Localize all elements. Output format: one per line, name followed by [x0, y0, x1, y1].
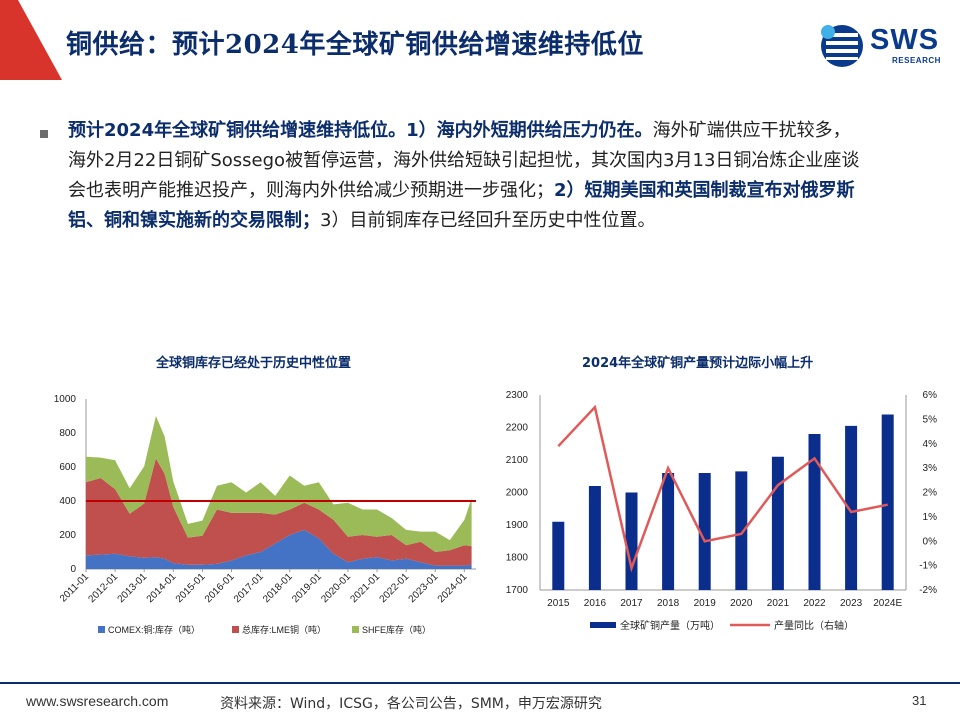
- area-series-1: [86, 529, 472, 569]
- bar-2024E: [881, 414, 894, 590]
- x-tick-label: 2017: [620, 598, 643, 609]
- x-tick-label: 2019: [694, 598, 717, 609]
- legend-label: 总库存:LME铜（吨）: [242, 624, 326, 635]
- legend-label-bar: 全球矿铜产量（万吨）: [620, 619, 720, 632]
- bar-2022: [808, 434, 821, 590]
- left-tick-label: 2300: [506, 390, 529, 401]
- legend-swatch: [352, 626, 359, 633]
- header: 铜供给：预计2024年全球矿铜供给增速维持低位 SWS RESEARCH: [0, 0, 960, 80]
- right-tick-label: 3%: [923, 463, 938, 474]
- left-tick-label: 2200: [506, 423, 529, 434]
- bullet-marker: [40, 130, 48, 138]
- x-tick-label: 2022: [803, 598, 826, 609]
- x-tick-label: 2011-01: [58, 571, 92, 605]
- mine-output-chart: 1700 1800 1900 2000 2100 2200 2300 -2% -1% 0% 1% 2%…: [506, 390, 938, 632]
- para-bold-2: 2）短期美国和英国制裁宣布对俄罗斯铝、铜和镍实施新的交易限制；: [68, 180, 855, 231]
- bar-2020: [735, 471, 748, 590]
- right-tick-label: 0%: [923, 536, 938, 547]
- legend-label-line: 产量同比（右轴）: [774, 619, 854, 632]
- chart2-title: 2024年全球矿铜产量预计边际小幅上升: [582, 356, 814, 371]
- x-tick-label: 2015-01: [174, 571, 208, 605]
- left-tick-label: 2100: [506, 455, 529, 466]
- left-tick-label: 1700: [506, 585, 529, 596]
- y-tick-label: 0: [70, 564, 76, 575]
- y-tick-label: 400: [59, 496, 76, 507]
- legend-label: COMEX:铜:库存（吨）: [108, 624, 200, 635]
- bar-2017: [625, 492, 638, 590]
- sws-logo: SWS RESEARCH: [818, 22, 948, 70]
- x-tick-label: 2023: [840, 598, 863, 609]
- page-title: 铜供给：预计2024年全球矿铜供给增速维持低位: [66, 30, 644, 60]
- x-tick-label: 2013-01: [116, 571, 150, 605]
- para-text-1: 海外矿端供应干扰较多，海外2月22日铜矿Sossego被暂停运营，海外供给短缺引…: [68, 120, 860, 201]
- bar-2021: [771, 456, 784, 590]
- x-tick-label: 2016: [584, 598, 607, 609]
- inventory-chart: 020040060080010002011-012012-012013-0120…: [54, 394, 476, 635]
- logo-subtext: RESEARCH: [892, 56, 941, 65]
- legend-swatch: [232, 626, 239, 633]
- x-tick-label: 2018-01: [261, 571, 295, 605]
- bar-2023: [845, 425, 858, 590]
- bar-2019: [698, 473, 711, 590]
- chart1-title: 全球铜库存已经处于历史中性位置: [156, 356, 352, 371]
- area-series-2: [86, 458, 472, 566]
- red-accent-bar: [0, 0, 62, 80]
- x-tick-label: 2022-01: [378, 571, 412, 605]
- body-paragraph: 预计2024年全球矿铜供给增速维持低位。1）海内外短期供给压力仍在。海外矿端供应…: [68, 116, 868, 236]
- x-tick-label: 2021-01: [348, 571, 382, 605]
- line-yoy-growth: [557, 404, 888, 573]
- legend-label: SHFE库存（吨）: [362, 624, 431, 635]
- para-bold-1: 预计2024年全球矿铜供给增速维持低位。1）海内外短期供给压力仍在。: [68, 120, 653, 141]
- x-tick-label: 2024-01: [436, 571, 470, 605]
- right-tick-label: -1%: [919, 561, 937, 572]
- x-tick-label: 2024E: [873, 598, 902, 609]
- page-number: 31: [912, 693, 927, 708]
- x-tick-label: 2017-01: [232, 571, 266, 605]
- x-tick-label: 2012-01: [86, 571, 120, 605]
- right-tick-label: 6%: [923, 390, 938, 401]
- right-tick-label: 5%: [923, 414, 938, 425]
- bar-2016: [588, 486, 601, 590]
- x-tick-label: 2023-01: [407, 571, 441, 605]
- legend-swatch-bar: [590, 622, 616, 628]
- sws-logo-icon: [821, 25, 863, 67]
- x-tick-label: 2021: [767, 598, 790, 609]
- y-tick-label: 200: [59, 530, 76, 541]
- para-text-2: 3）目前铜库存已经回升至历史中性位置。: [320, 210, 656, 231]
- x-tick-label: 2016-01: [203, 571, 237, 605]
- y-tick-label: 800: [59, 428, 76, 439]
- x-tick-label: 2020: [730, 598, 753, 609]
- logo-text: SWS: [870, 24, 940, 56]
- y-tick-label: 1000: [54, 394, 77, 405]
- bar-2015: [552, 521, 565, 590]
- x-tick-label: 2019-01: [290, 571, 324, 605]
- footer-divider: [0, 682, 960, 684]
- footer-source: 资料来源：Wind，ICSG，各公司公告，SMM，申万宏源研究: [220, 696, 602, 712]
- left-tick-label: 2000: [506, 488, 529, 499]
- right-tick-label: -2%: [919, 585, 937, 596]
- footer-website-link[interactable]: www.swsresearch.com: [26, 693, 169, 709]
- left-tick-label: 1800: [506, 553, 529, 564]
- x-tick-label: 2020-01: [319, 571, 353, 605]
- left-tick-label: 1900: [506, 520, 529, 531]
- x-tick-label: 2018: [657, 598, 680, 609]
- right-tick-label: 1%: [923, 512, 938, 523]
- right-tick-label: 2%: [923, 488, 938, 499]
- bar-2018: [662, 473, 675, 590]
- right-tick-label: 4%: [923, 439, 938, 450]
- x-tick-label: 2015: [547, 598, 570, 609]
- y-tick-label: 600: [59, 462, 76, 473]
- area-series-3: [86, 416, 472, 552]
- x-tick-label: 2014-01: [145, 571, 179, 605]
- legend-swatch: [98, 626, 105, 633]
